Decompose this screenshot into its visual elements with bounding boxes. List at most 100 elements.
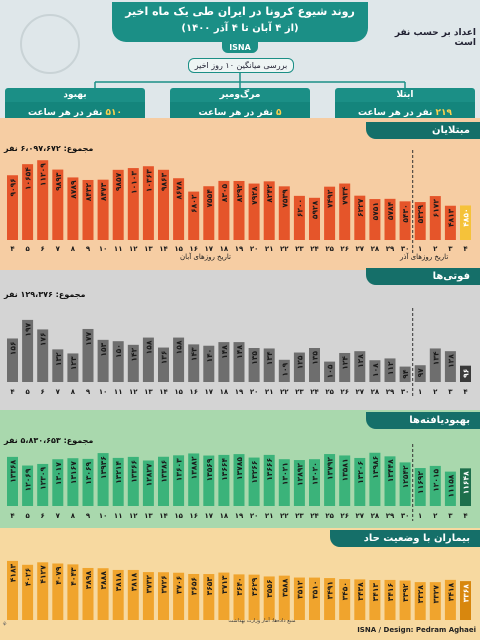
- deaths-total: مجموع: ۱۲۹،۳۷۶ نفر: [4, 290, 86, 299]
- deaths-bar: [233, 342, 245, 382]
- deaths-day-tick: ۷: [56, 388, 61, 396]
- deaths-value-label: ۱۲۸: [356, 354, 365, 368]
- data-source: منبع داده‌ها: آمار وزارت بهداشت: [228, 618, 296, 624]
- cases-bar: [67, 177, 79, 240]
- deaths-value-label: ۱۴۸: [235, 345, 244, 359]
- cases-bar: [22, 164, 34, 240]
- cases-value-label: ۸۶۷۸: [175, 181, 184, 200]
- critical-bar: [324, 578, 336, 620]
- recovered-day-tick: ۲۴: [310, 512, 319, 520]
- recovered-day-tick: ۲: [433, 512, 438, 520]
- recovered-value-label: ۱۳۱۶۷: [69, 461, 78, 484]
- recovered-day-tick: ۲۸: [371, 512, 380, 520]
- critical-bar: [67, 564, 79, 620]
- recovered-value-label: ۱۳۲۶۶: [250, 461, 259, 484]
- recovered-value-label: ۱۳۸۸۲: [190, 456, 199, 479]
- critical-bar: [127, 569, 139, 620]
- deaths-value-label: ۱۵۶: [9, 341, 18, 355]
- recovered-bar: [309, 459, 320, 506]
- recovered-value-label: ۱۳۶۰۳: [175, 458, 184, 481]
- critical-value-label: ۳۶۵۶: [190, 577, 199, 595]
- deaths-day-tick: ۲۹: [386, 388, 395, 396]
- recovered-day-tick: ۸: [71, 512, 76, 520]
- cases-day-tick: ۱۸: [220, 245, 229, 253]
- deaths-day-tick: ۲۵: [325, 388, 334, 396]
- recovered-day-tick: ۳۰: [401, 512, 410, 520]
- critical-bar: [384, 579, 396, 620]
- cases-day-tick: ۱۰: [99, 245, 108, 253]
- critical-value-label: ۳۴۵۰: [341, 582, 350, 600]
- critical-bar: [293, 577, 305, 620]
- cases-day-tick: ۲۴: [310, 245, 319, 253]
- page-subtitle: (از ۴ آبان تا ۴ آذر ۱۴۰۰): [181, 23, 299, 34]
- cases-bar: [399, 201, 411, 240]
- cases-day-tick: ۲: [433, 245, 438, 253]
- recovered-bar: [429, 465, 441, 506]
- recovered-bar: [263, 454, 275, 506]
- cases-value-label: ۶۱۷۲: [431, 199, 440, 218]
- recovered-value-label: ۱۳۶۶۶: [265, 458, 274, 481]
- cases-day-tick: ۲۳: [295, 245, 304, 253]
- cases-day-tick: ۷: [56, 245, 61, 253]
- recovered-value-label: ۱۳۳۶۸: [9, 459, 18, 482]
- cases-value-label: ۸۴۳۲: [84, 183, 93, 202]
- virus-watermark-icon: [20, 14, 80, 74]
- deaths-bar: [22, 319, 34, 382]
- deaths-value-label: ۱۷۶: [39, 332, 48, 346]
- critical-value-label: ۳۶۲۹: [250, 577, 259, 596]
- cases-value-label: ۷۴۹۲: [326, 189, 335, 208]
- deaths-bar: [444, 351, 456, 382]
- recovered-day-tick: ۲۳: [295, 512, 304, 520]
- cases-day-tick: ۲۷: [356, 245, 365, 253]
- cases-bar: [384, 198, 396, 240]
- deaths-bar: [188, 344, 200, 382]
- recovered-value-label: ۱۳۴۴۸: [386, 459, 395, 482]
- cases-day-tick: ۸: [71, 245, 76, 253]
- critical-value-label: ۳۶۴۰: [235, 577, 244, 595]
- deaths-value-label: ۱۴۸: [220, 345, 229, 359]
- deaths-value-label: ۹۴: [401, 369, 410, 379]
- deaths-value-label: ۱۲۸: [446, 354, 455, 368]
- critical-section-title: بیماران با وضعیت حاد: [330, 530, 480, 547]
- recovered-bar: [414, 468, 426, 506]
- deaths-value-label: ۱۲۵: [295, 355, 304, 369]
- critical-bar: [429, 582, 441, 620]
- recovered-value-label: ۱۳۲۱۴: [114, 460, 123, 483]
- critical-bar: [158, 572, 169, 620]
- cases-value-label: ۱۱۲۰۹: [39, 163, 48, 186]
- cases-value-label: ۸۴۷۳: [99, 182, 108, 201]
- recovered-value-label: ۱۳۰۲۰: [311, 462, 320, 485]
- deaths-bar: [248, 348, 260, 382]
- cases-value-label: ۵۷۵۱: [371, 202, 380, 220]
- critical-bar: [248, 574, 260, 620]
- critical-value-label: ۳۴۹۱: [326, 581, 335, 599]
- recovered-day-tick: ۱۷: [205, 512, 214, 520]
- cases-day-tick: ۱۱: [114, 245, 123, 253]
- azar-axis-label: تاریخ روزهای آذر: [400, 253, 449, 261]
- design-credit: ISNA / Design: Pedram Aghaei: [357, 626, 476, 634]
- cases-bar: [293, 195, 305, 240]
- recovered-value-label: ۱۳۳۸۶: [160, 460, 169, 483]
- recovered-bar: [324, 454, 336, 506]
- critical-bar: [263, 576, 275, 620]
- critical-bar: [218, 572, 230, 620]
- cases-value-label: ۵۷۸۴: [386, 201, 395, 220]
- recovered-value-label: ۱۱۶۴۸: [462, 471, 471, 494]
- recovered-bar: [7, 456, 18, 506]
- deaths-value-label: ۱۳۴: [431, 351, 440, 365]
- recovered-day-tick: ۱۳: [144, 512, 153, 520]
- deaths-bar: [173, 337, 185, 382]
- cases-bar: [203, 186, 215, 240]
- deaths-bar: [52, 349, 64, 382]
- deaths-bar: [369, 360, 381, 382]
- cases-bar: [37, 160, 49, 240]
- cases-value-label: ۵۴۳۰: [401, 204, 410, 222]
- recovered-day-tick: ۶: [41, 512, 45, 520]
- summary-text: نفر در هر ساعت: [198, 108, 273, 118]
- deaths-day-tick: ۵: [25, 388, 30, 396]
- deaths-day-tick: ۲۱: [265, 388, 274, 396]
- deaths-value-label: ۹۶: [462, 369, 471, 378]
- recovered-day-tick: ۳: [448, 512, 453, 520]
- deaths-bar: [263, 348, 275, 382]
- deaths-value-label: ۱۵۳: [99, 342, 108, 356]
